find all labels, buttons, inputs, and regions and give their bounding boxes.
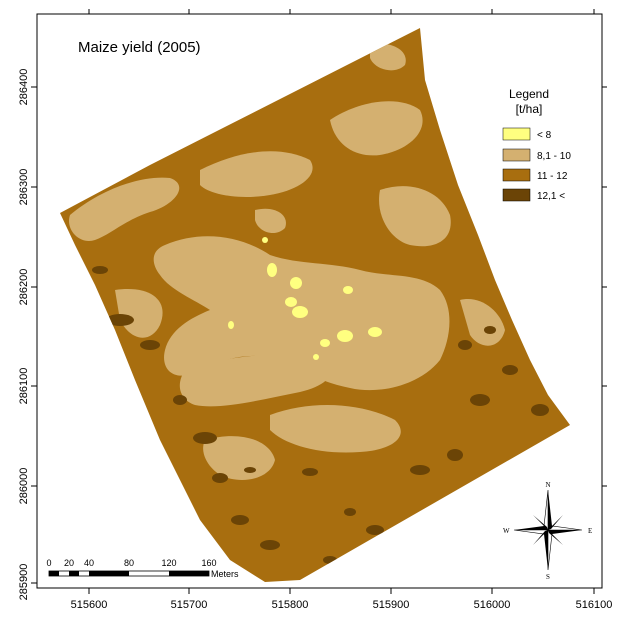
legend-unit: [t/ha]: [516, 102, 543, 116]
compass-s: S: [546, 573, 550, 581]
low-yield-patches: [228, 237, 382, 360]
scale-unit: Meters: [211, 569, 239, 579]
y-tick-label: 286400: [18, 69, 30, 106]
zone-light-east: [379, 186, 451, 247]
scale-label: 20: [64, 558, 74, 568]
scale-label: 0: [46, 558, 51, 568]
y-tick-label: 286100: [18, 368, 30, 405]
zone-light-south: [270, 404, 401, 453]
map-title: Maize yield (2005): [78, 39, 201, 56]
scale-label: 160: [201, 558, 216, 568]
legend-title: Legend: [509, 87, 549, 101]
legend-label: 8,1 - 10: [537, 151, 571, 162]
zone-light-small-3: [370, 43, 406, 71]
legend-label: < 8: [537, 130, 552, 141]
scale-label: 80: [124, 558, 134, 568]
compass-e: E: [588, 527, 592, 535]
field-area: [60, 28, 570, 582]
legend-swatch-gt12: [502, 188, 531, 202]
zone-light-north: [200, 151, 313, 197]
north-arrow: N S E W: [503, 481, 592, 581]
legend: Legend [t/ha] < 8 8,1 - 10 11 - 12 12,1 …: [502, 87, 571, 202]
x-tick-label: 515700: [171, 599, 208, 611]
y-tick-label: 286200: [18, 269, 30, 306]
x-tick-label: 515800: [272, 599, 309, 611]
scale-label: 120: [161, 558, 176, 568]
y-tick-label: 285900: [18, 564, 30, 601]
legend-swatch-8-10: [502, 148, 531, 162]
compass-n: N: [545, 481, 550, 489]
y-axis-labels: 286400 286300 286200 286100 286000 28590…: [18, 69, 30, 601]
zone-light-nw: [69, 177, 180, 241]
zone-light-sw-strip: [203, 436, 275, 480]
y-tick-label: 286300: [18, 169, 30, 206]
scale-bar: 0 20 40 80 120 160 Meters: [46, 558, 239, 579]
compass-w: W: [503, 527, 510, 535]
zone-light-west: [115, 289, 163, 338]
zone-light-ne: [330, 101, 423, 156]
x-tick-label: 515600: [71, 599, 108, 611]
x-tick-label: 516000: [474, 599, 511, 611]
x-axis-labels: 515600 515700 515800 515900 516000 51610…: [71, 599, 613, 611]
legend-label: 12,1 <: [537, 191, 565, 202]
y-tick-label: 286000: [18, 468, 30, 505]
legend-label: 11 - 12: [537, 171, 568, 182]
zone-light-small-1: [255, 208, 286, 234]
x-tick-label: 515900: [373, 599, 410, 611]
legend-swatch-11-12: [502, 168, 531, 182]
zone-light-se: [460, 299, 505, 346]
x-tick-label: 516100: [576, 599, 613, 611]
zone-light-small-2: [300, 298, 336, 326]
scale-label: 40: [84, 558, 94, 568]
zone-light-sw-band: [179, 354, 331, 407]
tick-marks: [31, 9, 607, 594]
legend-swatch-lt8: [502, 127, 531, 141]
